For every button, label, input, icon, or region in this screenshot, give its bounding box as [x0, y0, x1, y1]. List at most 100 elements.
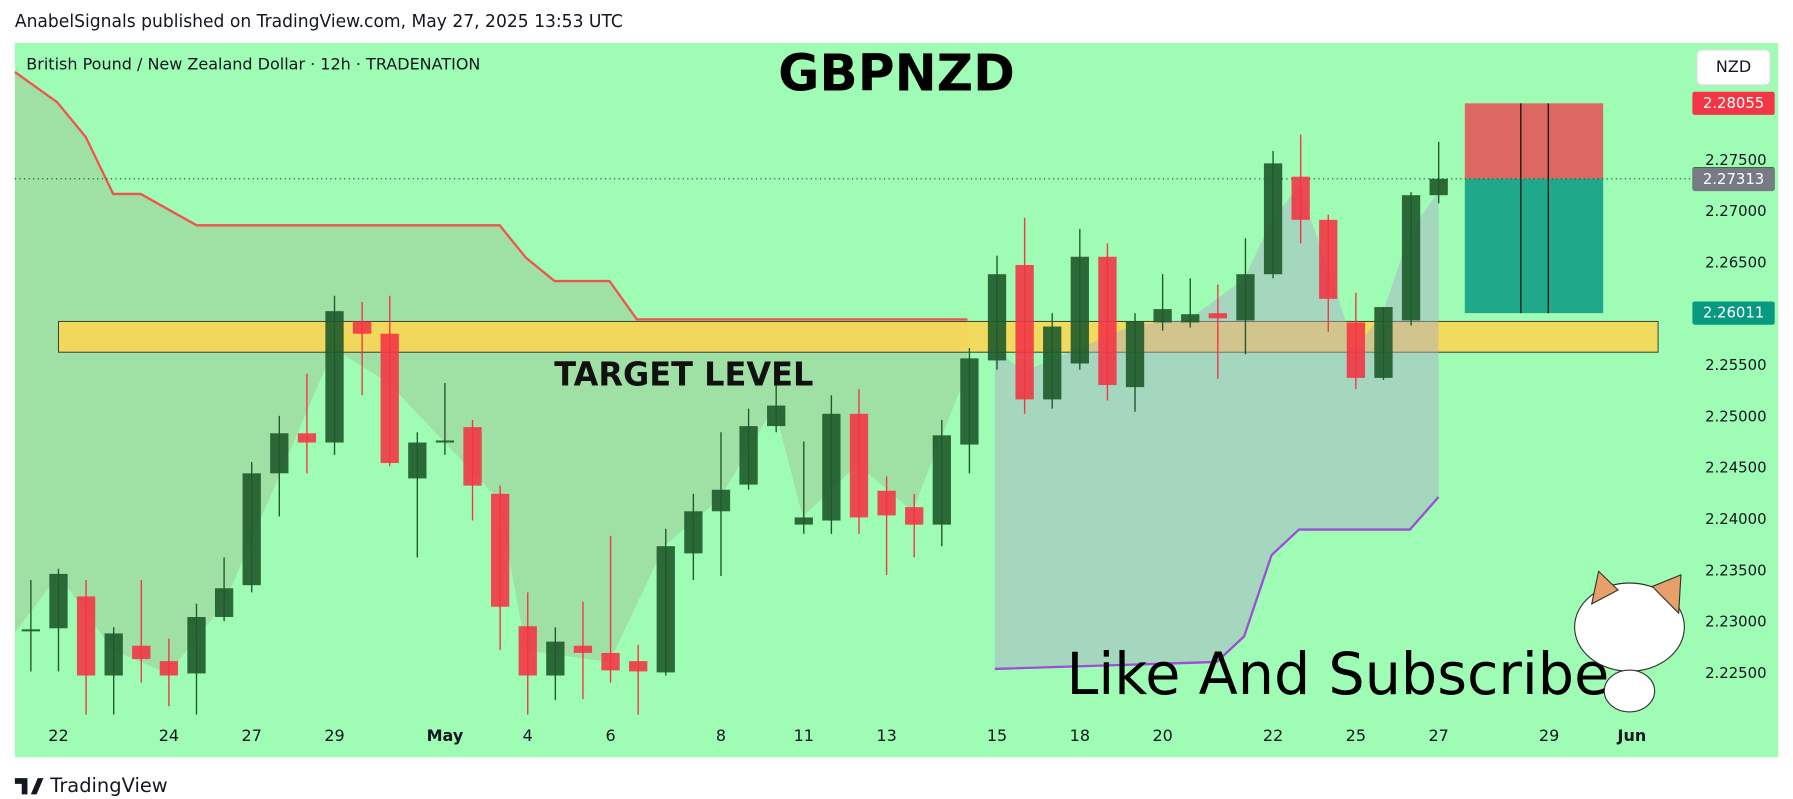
- x-tick-label: 22: [48, 726, 68, 745]
- candle-body: [1125, 321, 1145, 388]
- footer-text: TradingView: [49, 774, 167, 797]
- candle-body: [49, 573, 68, 629]
- y-tick-label: 2.23500: [1705, 561, 1766, 579]
- x-tick-label: 22: [1263, 726, 1283, 745]
- candle-body: [76, 596, 96, 676]
- chart-layer: [14, 71, 1693, 715]
- candle-body: [1098, 256, 1117, 386]
- support-line: [994, 496, 1440, 671]
- y-tick-label: 2.25000: [1705, 407, 1766, 425]
- y-tick-label: 2.27500: [1705, 151, 1766, 169]
- candle-body: [187, 616, 206, 674]
- x-tick-label: 8: [716, 726, 726, 745]
- y-tick-label: 2.27000: [1705, 202, 1766, 220]
- candle-body: [490, 493, 510, 607]
- x-tick-label: 6: [605, 726, 615, 745]
- cat-sticker: [1574, 570, 1685, 713]
- candle-body: [270, 433, 289, 474]
- candle-body: [132, 645, 151, 660]
- candle-body: [1429, 178, 1448, 196]
- x-tick-label: 18: [1070, 726, 1090, 745]
- y-tick-label: 2.26500: [1705, 253, 1766, 271]
- candle-body: [1319, 219, 1338, 299]
- candle-body: [297, 433, 317, 443]
- candle-body: [849, 413, 869, 518]
- y-tick-label: 2.24500: [1705, 459, 1766, 477]
- candle-body: [104, 633, 123, 676]
- x-tick-label: 27: [242, 726, 262, 745]
- price-label: 2.26011: [1703, 304, 1764, 322]
- candle-body: [1291, 176, 1310, 220]
- price-label-box: [1692, 301, 1775, 325]
- x-tick-label: 29: [324, 726, 344, 745]
- footer: TradingView: [14, 774, 168, 797]
- candle-body: [1043, 326, 1062, 400]
- candle-body: [159, 661, 179, 676]
- candle-body: [905, 507, 924, 525]
- candle-body: [629, 661, 648, 672]
- candle-body: [1346, 322, 1366, 378]
- candle-body: [739, 426, 758, 485]
- price-label: 2.28055: [1703, 94, 1764, 112]
- y-tick-label: 2.22500: [1705, 664, 1766, 682]
- y-tick-label: 2.24000: [1705, 510, 1766, 528]
- annotation: Like And Subscribe: [1067, 641, 1610, 709]
- y-tick-label: 2.25500: [1705, 356, 1766, 374]
- currency[interactable]: NZD: [1716, 57, 1751, 76]
- x-tick-label: 4: [523, 726, 533, 745]
- x-tick-label: 13: [876, 726, 896, 745]
- candle-body: [518, 626, 537, 676]
- candle-body: [435, 440, 455, 443]
- subtitle: British Pound / New Zealand Dollar · 12h…: [26, 54, 480, 73]
- stop-zone: [1464, 103, 1604, 179]
- candle-body: [463, 427, 482, 486]
- candle-body: [1181, 314, 1200, 323]
- currency-button[interactable]: [1696, 49, 1771, 86]
- candle-body: [822, 413, 841, 521]
- candle-body: [767, 405, 786, 427]
- x-tick-label: 15: [987, 726, 1007, 745]
- candle-body: [877, 490, 896, 516]
- x-tick-label: 20: [1152, 726, 1172, 745]
- candle-body: [656, 546, 675, 673]
- candle-body: [573, 645, 593, 653]
- candle-body: [1015, 264, 1034, 400]
- y-tick-label: 2.23000: [1705, 613, 1766, 631]
- price-label-box: [1692, 91, 1775, 115]
- candle-body: [408, 442, 427, 479]
- annotation: TARGET LEVEL: [554, 355, 813, 393]
- x-tick-label: Jun: [1617, 726, 1647, 745]
- candle-body: [711, 489, 731, 512]
- x-tick-label: 27: [1428, 726, 1448, 745]
- candle-body: [214, 588, 234, 617]
- candle-body: [987, 274, 1007, 361]
- candle-body: [601, 652, 620, 671]
- candle-body: [1374, 307, 1393, 378]
- candle-body: [325, 311, 344, 443]
- candle-body: [1263, 163, 1283, 275]
- candle-body: [352, 321, 372, 334]
- price-label-box: [1692, 167, 1775, 192]
- candle-body: [1153, 309, 1172, 323]
- candle-body: [1236, 274, 1255, 321]
- x-tick-label: 25: [1346, 726, 1366, 745]
- candle-body: [21, 629, 41, 632]
- candle-body: [794, 517, 813, 525]
- header: AnabelSignals published on TradingView.c…: [15, 12, 623, 32]
- candle-body: [1401, 195, 1421, 321]
- price-label: 2.27313: [1703, 170, 1764, 188]
- candle-body: [1208, 313, 1227, 319]
- resistance-line: [14, 71, 968, 321]
- profit-zone: [1464, 178, 1604, 314]
- candle-body: [684, 511, 703, 554]
- x-tick-label: 24: [159, 726, 179, 745]
- candle-body: [1070, 256, 1089, 364]
- candle-body: [932, 435, 951, 525]
- x-tick-label: 29: [1539, 726, 1559, 745]
- candle-body: [242, 473, 261, 586]
- candle-body: [380, 333, 399, 464]
- x-tick-label: 11: [794, 726, 814, 745]
- candle-body: [546, 641, 565, 676]
